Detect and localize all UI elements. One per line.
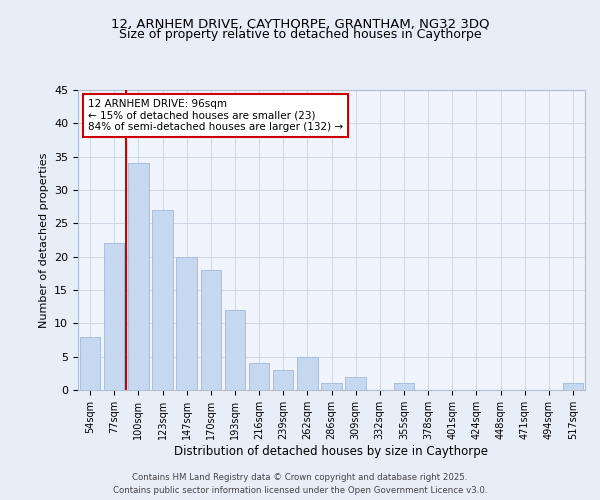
Bar xyxy=(249,364,269,390)
Bar xyxy=(200,270,221,390)
Bar xyxy=(80,336,100,390)
Bar xyxy=(104,244,124,390)
Text: 12 ARNHEM DRIVE: 96sqm
← 15% of detached houses are smaller (23)
84% of semi-det: 12 ARNHEM DRIVE: 96sqm ← 15% of detached… xyxy=(88,99,343,132)
Bar xyxy=(394,384,414,390)
Bar xyxy=(273,370,293,390)
Bar xyxy=(176,256,197,390)
Text: 12, ARNHEM DRIVE, CAYTHORPE, GRANTHAM, NG32 3DQ: 12, ARNHEM DRIVE, CAYTHORPE, GRANTHAM, N… xyxy=(111,18,489,30)
Bar xyxy=(224,310,245,390)
Bar xyxy=(152,210,173,390)
Bar xyxy=(563,384,583,390)
Y-axis label: Number of detached properties: Number of detached properties xyxy=(38,152,49,328)
Text: Size of property relative to detached houses in Caythorpe: Size of property relative to detached ho… xyxy=(119,28,481,41)
Bar xyxy=(346,376,366,390)
Bar xyxy=(128,164,149,390)
Bar xyxy=(321,384,342,390)
X-axis label: Distribution of detached houses by size in Caythorpe: Distribution of detached houses by size … xyxy=(175,444,488,458)
Bar xyxy=(297,356,317,390)
Text: Contains HM Land Registry data © Crown copyright and database right 2025.
Contai: Contains HM Land Registry data © Crown c… xyxy=(113,474,487,495)
